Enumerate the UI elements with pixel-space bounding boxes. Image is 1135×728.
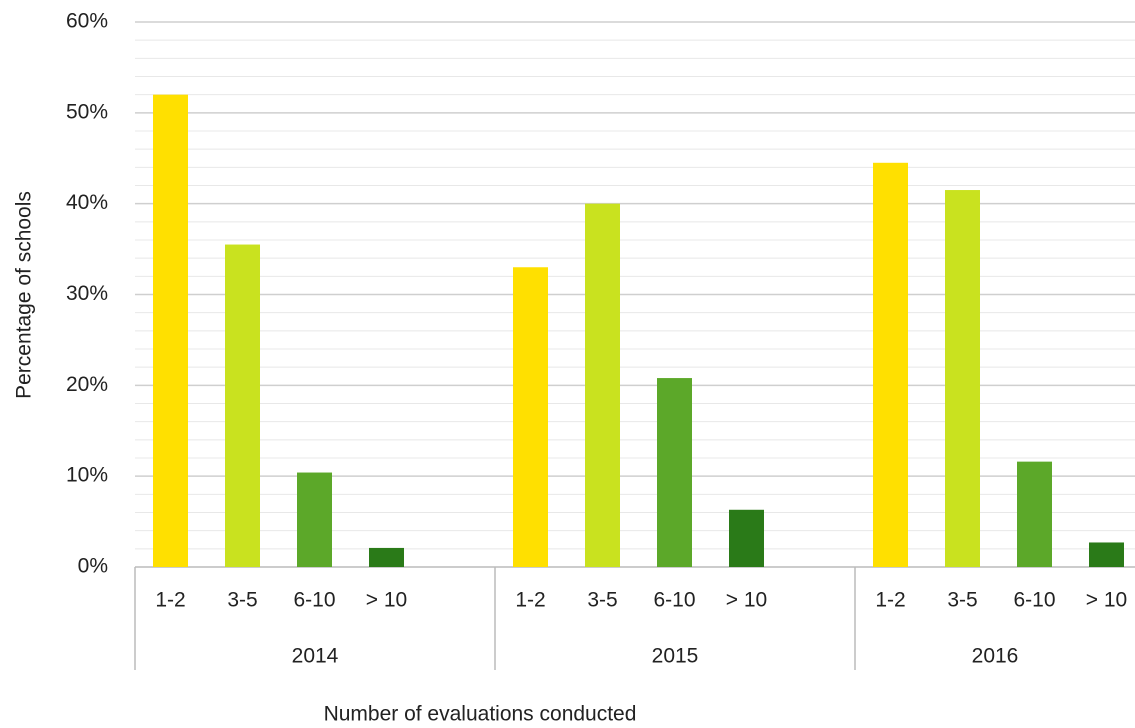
- bar: [729, 509, 764, 567]
- x-tick-label: 6-10: [653, 589, 695, 612]
- bar: [297, 472, 332, 567]
- x-tick-label: 1-2: [155, 589, 185, 612]
- x-tick-label: 3-5: [947, 589, 977, 612]
- bar: [657, 378, 692, 567]
- x-tick-label: > 10: [1086, 589, 1127, 612]
- x-tick-label: 3-5: [227, 589, 257, 612]
- y-axis-label: Percentage of schools: [13, 191, 36, 399]
- x-tick-label: 6-10: [1013, 589, 1055, 612]
- bar: [873, 162, 908, 567]
- y-tick-label: 20%: [66, 373, 108, 396]
- bar: [369, 547, 404, 567]
- y-tick-label: 60%: [66, 10, 108, 33]
- x-group-label: 2016: [972, 645, 1019, 668]
- x-tick-label: > 10: [366, 589, 407, 612]
- bar: [225, 244, 260, 567]
- y-tick-label: 30%: [66, 282, 108, 305]
- x-tick-label: 1-2: [515, 589, 545, 612]
- x-axis-label: Number of evaluations conducted: [324, 703, 637, 726]
- y-tick-label: 40%: [66, 191, 108, 214]
- bar: [945, 190, 980, 567]
- bar: [1017, 461, 1052, 567]
- y-tick-label: 0%: [78, 555, 108, 578]
- y-tick-label: 50%: [66, 100, 108, 123]
- bar: [153, 94, 188, 568]
- x-tick-label: 3-5: [587, 589, 617, 612]
- bar: [1089, 542, 1124, 567]
- x-tick-label: > 10: [726, 589, 767, 612]
- bar: [513, 267, 548, 567]
- y-tick-label: 10%: [66, 464, 108, 487]
- x-group-label: 2014: [292, 645, 339, 668]
- bar: [585, 203, 620, 567]
- x-tick-label: 1-2: [875, 589, 905, 612]
- x-tick-label: 6-10: [293, 589, 335, 612]
- x-group-label: 2015: [652, 645, 699, 668]
